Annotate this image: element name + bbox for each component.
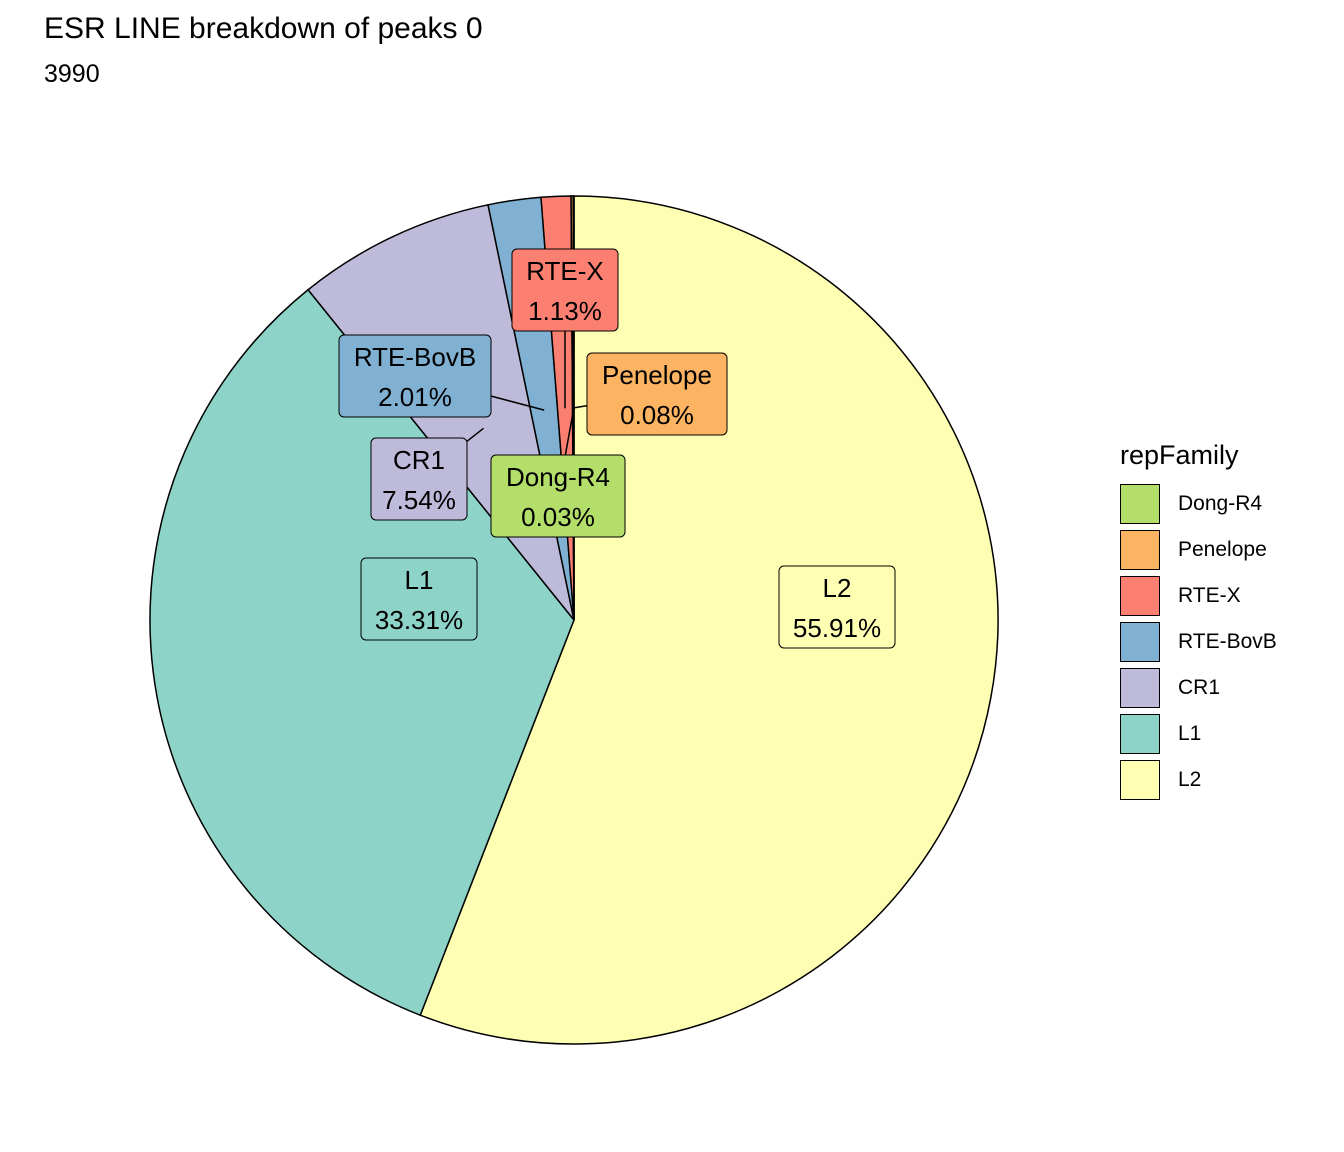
slice-label-penelope: Penelope 0.08% [586,352,728,436]
slice-label-box [338,334,492,418]
legend: repFamily Dong-R4 Penelope RTE-X RTE-BovB CR… [1120,440,1277,803]
legend-swatch [1120,668,1160,708]
pie-slice-l2 [419,195,999,1045]
legend-item-l1: L1 [1120,711,1277,757]
slice-label-percent: 0.03% [521,502,595,532]
slice-label-percent: 55.91% [793,613,881,643]
legend-item-penelope: Penelope [1120,527,1277,573]
legend-swatch [1120,622,1160,662]
slice-label-dong-r4: Dong-R4 0.03% [490,454,626,538]
legend-swatch [1120,760,1160,800]
legend-item-rte-x: RTE-X [1120,573,1277,619]
legend-item-rte-bovb: RTE-BovB [1120,619,1277,665]
legend-label: L1 [1178,722,1202,745]
legend-item-l2: L2 [1120,757,1277,803]
slice-label-percent: 1.13% [528,296,602,326]
slice-label-l2: L2 55.91% [778,565,896,649]
slice-label-rte-x: RTE-X 1.13% [511,248,619,332]
legend-swatch [1120,530,1160,570]
legend-swatch [1120,576,1160,616]
slice-label-name: CR1 [393,445,445,475]
slice-label-name: Dong-R4 [506,462,610,492]
chart-title: ESR LINE breakdown of peaks 0 [44,12,483,45]
legend-title: repFamily [1120,440,1239,470]
legend-swatch [1120,484,1160,524]
slice-label-name: RTE-BovB [354,342,476,372]
slice-label-box [586,352,728,436]
pie-slice-l1 [149,288,575,1017]
legend-label: RTE-X [1178,584,1241,607]
slice-label-name: L1 [405,565,434,595]
slice-label-percent: 7.54% [382,485,456,515]
slice-label-box [511,248,619,332]
slice-label-box [778,565,896,649]
pie-slice-labels: L255.91%L133.31%CR17.54%RTE-BovB2.01%RTE… [338,248,896,649]
slice-label-box [360,557,478,641]
slice-label-name: Penelope [602,360,712,390]
legend-label: Dong-R4 [1178,492,1263,515]
legend-label: CR1 [1178,676,1221,699]
slice-label-percent: 33.31% [375,605,463,635]
legend-items: Dong-R4 Penelope RTE-X RTE-BovB CR1 L1 L2 [1120,481,1277,803]
legend-swatch [1120,714,1160,754]
slice-label-cr1: CR1 7.54% [370,437,468,521]
slice-label-percent: 0.08% [620,400,694,430]
slice-label-l1: L1 33.31% [360,557,478,641]
legend-label: RTE-BovB [1178,630,1277,653]
slice-label-box [490,454,626,538]
slice-label-rte-bovb: RTE-BovB 2.01% [338,334,492,418]
slice-label-box [370,437,468,521]
chart-subtitle: 3990 [44,60,100,88]
slice-label-percent: 2.01% [378,382,452,412]
legend-label: Penelope [1178,538,1267,561]
legend-label: L2 [1178,768,1202,791]
legend-item-dong-r4: Dong-R4 [1120,481,1277,527]
slice-label-name: RTE-X [526,256,604,286]
legend-item-cr1: CR1 [1120,665,1277,711]
slice-label-name: L2 [823,573,852,603]
